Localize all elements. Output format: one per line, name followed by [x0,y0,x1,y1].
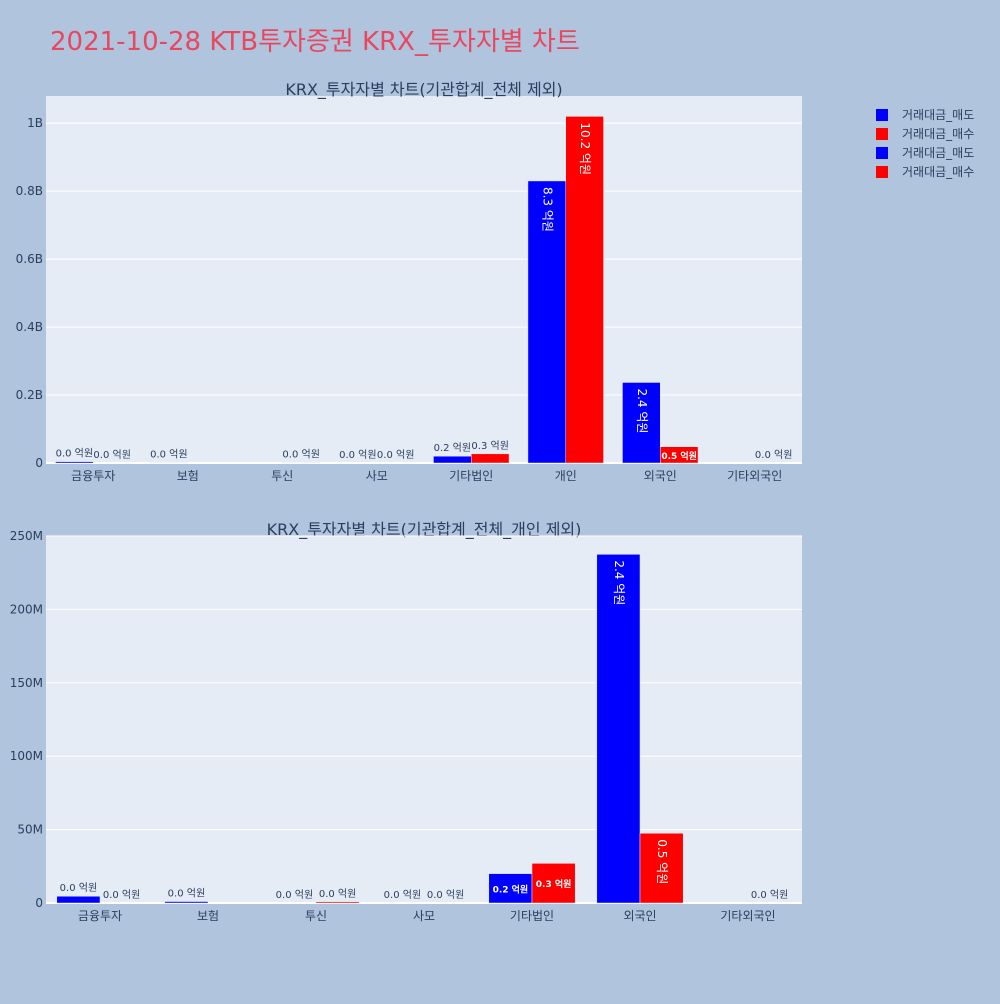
y-tick-label: 250M [10,529,43,543]
plot-area [46,96,802,463]
bar-buy [471,454,509,463]
y-tick-label: 0.2B [16,388,43,402]
bar-sell [433,456,471,463]
bar-sell [597,554,640,903]
data-label: 0.0 억원 [276,889,313,901]
x-tick-label: 외국인 [623,909,656,923]
bar-sell [55,462,93,463]
y-tick-label: 150M [10,676,43,690]
x-tick-label: 금융투자 [71,469,115,483]
page-title: 2021-10-28 KTB투자증권 KRX_투자자별 차트 [50,27,580,57]
x-tick-label: 보험 [197,909,219,923]
legend-swatch [876,147,888,159]
legend-label: 거래대금_매수 [902,127,974,141]
y-tick-label: 0.8B [16,184,43,198]
data-label: 0.0 억원 [150,449,187,461]
y-tick-label: 0.4B [16,320,43,334]
data-label: 0.0 억원 [60,882,97,894]
legend-swatch [876,166,888,178]
data-label: 0.0 억원 [384,889,421,901]
y-tick-label: 0 [35,896,43,910]
data-label: 0.0 억원 [319,888,356,900]
x-tick-label: 금융투자 [78,909,122,923]
bar-sell [57,896,100,903]
data-label: 0.0 억원 [377,449,414,461]
plot-area [46,536,802,903]
chart-investor-excl-individual: KRX_투자자별 차트(기관합계_전체_개인 제외) 0 50M 100M 150M 20… [10,520,802,923]
data-label: 0.5 억원 [655,839,669,884]
data-label: 10.2 억원 [578,122,592,175]
y-tick-label: 50M [17,823,43,837]
data-label: 0.0 억원 [755,449,792,461]
data-label: 2.4 억원 [612,560,626,605]
data-label: 0.0 억원 [103,889,140,901]
data-label: 0.0 억원 [56,448,93,460]
y-tick-label: 1B [27,116,43,130]
chart-title: KRX_투자자별 차트(기관합계_전체 제외) [285,80,562,100]
bar-sell [165,902,208,903]
x-tick-label: 기타외국인 [727,469,782,483]
chart-investor-all: KRX_투자자별 차트(기관합계_전체 제외) 0 0.2B 0.4B 0.6B 0.8B… [16,80,802,483]
data-label: 0.3 억원 [536,878,572,890]
data-label: 0.0 억원 [427,889,464,901]
data-label: 8.3 억원 [540,187,554,232]
y-tick-label: 0.6B [16,252,43,266]
data-label: 0.5 억원 [661,450,697,462]
legend-label: 거래대금_매수 [902,165,974,179]
x-tick-label: 사모 [366,469,388,483]
legend-swatch [876,128,888,140]
chart-title: KRX_투자자별 차트(기관합계_전체_개인 제외) [267,520,582,540]
data-label: 0.2 억원 [434,442,471,454]
x-tick-label: 기타법인 [449,469,493,483]
data-label: 0.3 억원 [471,440,508,452]
data-label: 0.2 억원 [493,883,529,895]
x-tick-label: 투신 [271,469,293,483]
x-tick-label: 투신 [305,909,327,923]
x-tick-label: 사모 [413,909,435,923]
x-tick-label: 보험 [177,469,199,483]
data-label: 0.0 억원 [282,449,319,461]
x-tick-label: 기타외국인 [720,909,775,923]
data-label: 0.0 억원 [93,449,130,461]
x-tick-label: 기타법인 [510,909,554,923]
y-tick-label: 100M [10,749,43,763]
legend-label: 거래대금_매도 [902,146,974,160]
bar-buy [316,902,359,903]
y-tick-label: 0 [35,456,43,470]
x-tick-label: 개인 [555,469,577,483]
data-label: 0.0 억원 [751,889,788,901]
data-label: 0.0 억원 [168,888,205,900]
data-label: 2.4 억원 [635,388,649,433]
legend-label: 거래대금_매도 [902,108,974,122]
legend-swatch [876,109,888,121]
data-label: 0.0 억원 [339,449,376,461]
x-tick-label: 외국인 [644,469,677,483]
y-tick-label: 200M [10,602,43,616]
